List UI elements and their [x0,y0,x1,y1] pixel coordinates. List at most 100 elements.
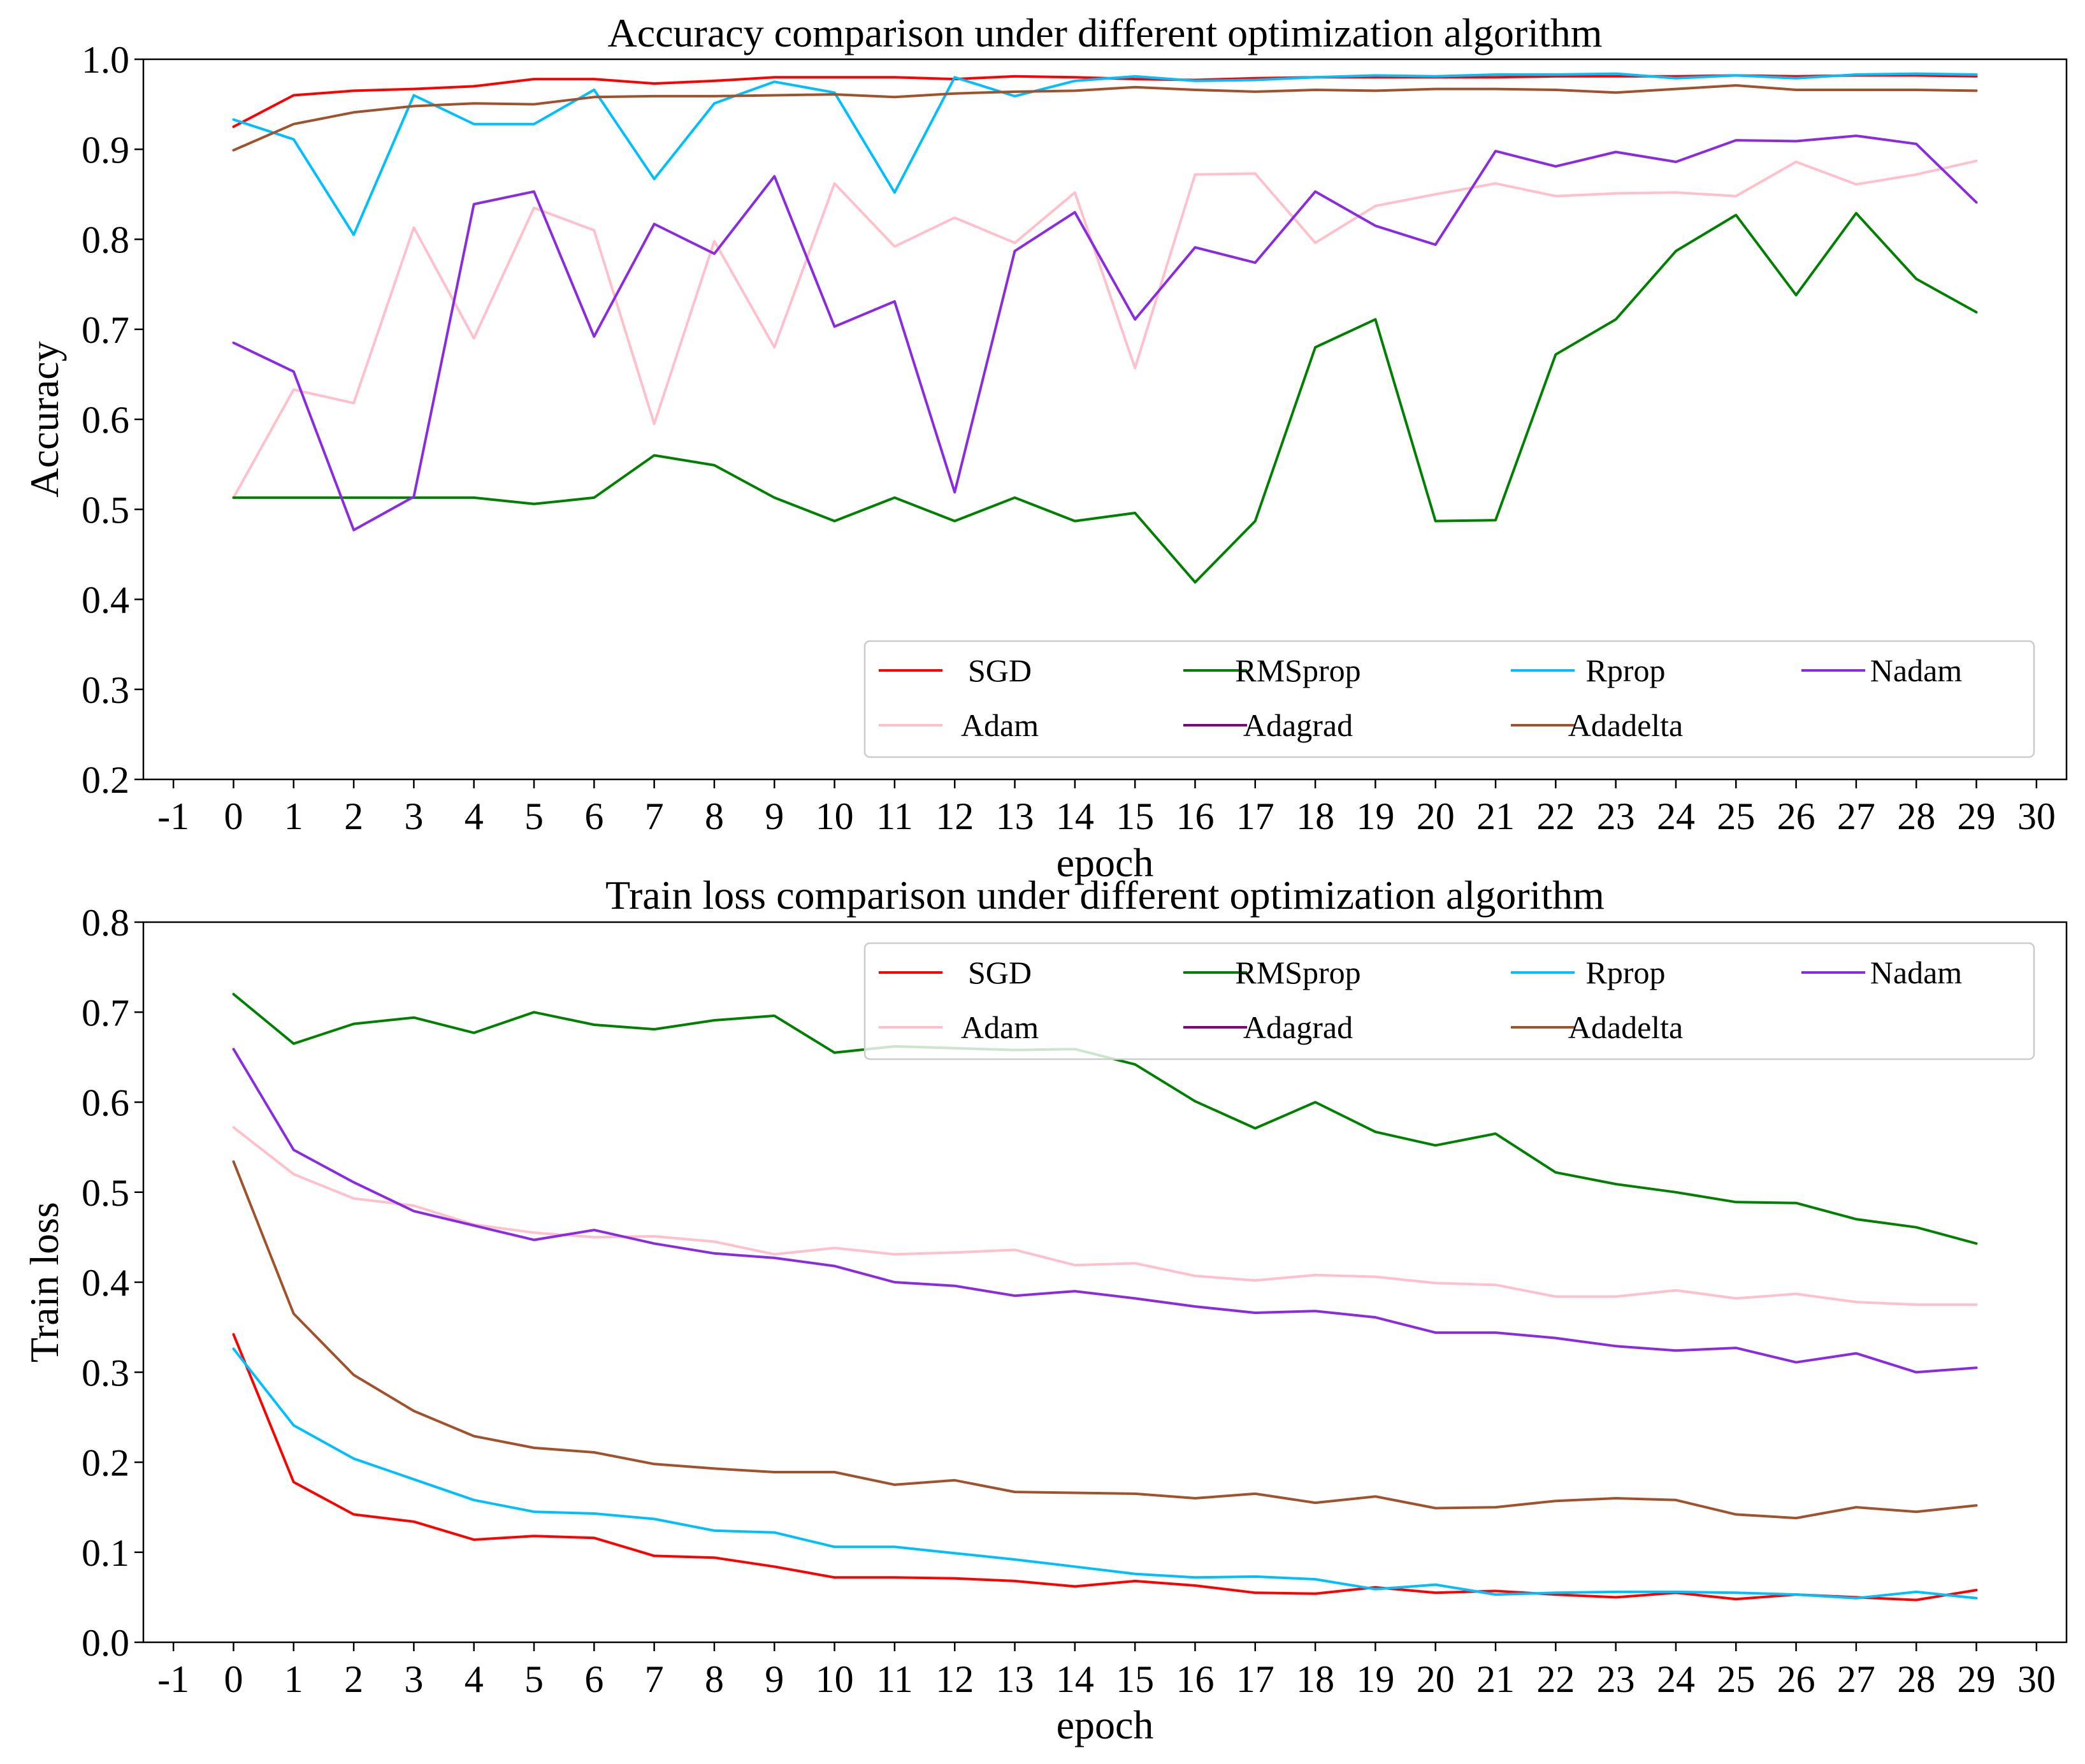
train-loss-axes-frame [142,921,2068,1644]
train-loss-legend-label-adadelta: Adadelta [1568,1009,1683,1045]
accuracy-x-tick-label: 19 [1356,795,1394,837]
train-loss-line-rprop [232,1347,1978,1600]
accuracy-x-tick-label: 9 [765,795,784,837]
accuracy-x-tick-label: 22 [1536,795,1575,837]
accuracy-legend-label-sgd: SGD [968,653,1032,688]
train-loss-x-tick-label: 0 [224,1658,243,1700]
accuracy-x-tick-label: 8 [705,795,724,837]
accuracy-x-tick-label: 24 [1657,795,1695,837]
accuracy-x-axis-label: epoch [1057,840,1154,885]
train-loss-lines [232,993,1978,1601]
train-loss-x-tick-label: 27 [1837,1658,1875,1700]
accuracy-legend-label-adam: Adam [961,707,1039,743]
train-loss-x-tick-label: 3 [404,1658,423,1700]
train-loss-x-tick-label: 13 [996,1658,1034,1700]
train-loss-y-tick-label: 0.7 [82,992,129,1034]
accuracy-x-tick-label: 16 [1176,795,1214,837]
accuracy-x-tick-label: 5 [524,795,544,837]
accuracy-legend-label-nadam: Nadam [1870,653,1962,688]
accuracy-lines [232,72,1978,584]
accuracy-line-nadam [232,134,1978,531]
accuracy-axes-frame [142,58,2068,781]
accuracy-x-tick-label: 15 [1116,795,1154,837]
accuracy-line-sgd [232,74,1978,128]
train-loss-x-tick-label: 29 [1958,1658,1996,1700]
train-loss-x-tick-label: 16 [1176,1658,1214,1700]
train-loss-y-tick-label: 0.1 [82,1532,129,1574]
train-loss-legend-label-rmsprop: RMSprop [1235,955,1360,990]
train-loss-x-tick-label: 30 [2017,1658,2056,1700]
accuracy-x-tick-label: 10 [816,795,854,837]
accuracy-line-adadelta [232,84,1978,152]
accuracy-y-tick-label: 1.0 [82,39,129,81]
accuracy-legend-label-adagrad: Adagrad [1243,707,1353,743]
train-loss-line-sgd [232,1333,1978,1601]
train-loss-y-tick-label: 0.3 [82,1352,129,1394]
accuracy-x-tick-label: 17 [1236,795,1274,837]
accuracy-x-tick-label: 27 [1837,795,1875,837]
accuracy-y-tick-label: 0.7 [82,309,129,351]
accuracy-legend: SGD Adam RMSprop Adagrad Rprop Adadelta Nadam [863,640,2035,758]
train-loss-x-tick-label: 10 [816,1658,854,1700]
train-loss-legend-label-adam: Adam [961,1009,1039,1045]
train-loss-x-tick-label: 14 [1056,1658,1094,1700]
accuracy-x-tick-label: 12 [935,795,974,837]
accuracy-legend-label-rmsprop: RMSprop [1235,653,1360,688]
accuracy-legend-label-rprop: Rprop [1586,653,1666,688]
accuracy-y-ticks: 0.2 0.3 0.4 0.5 0.6 0.7 0.8 0.9 1.0 [82,39,143,801]
train-loss-y-axis-label: Train loss [22,1202,67,1363]
train-loss-line-nadam [232,1048,1978,1374]
train-loss-x-tick-label: 24 [1657,1658,1695,1700]
train-loss-x-tick-label: 7 [645,1658,664,1700]
train-loss-legend-label-adagrad: Adagrad [1243,1009,1353,1045]
train-loss-y-tick-label: 0.5 [82,1172,129,1214]
accuracy-x-tick-label: 0 [224,795,243,837]
train-loss-x-tick-label: 2 [344,1658,363,1700]
train-loss-y-tick-label: 0.0 [82,1622,129,1664]
accuracy-x-tick-label: 26 [1777,795,1815,837]
train-loss-y-tick-label: 0.4 [82,1262,129,1304]
train-loss-x-tick-label: 17 [1236,1658,1274,1700]
train-loss-legend-label-rprop: Rprop [1586,955,1666,990]
accuracy-y-tick-label: 0.6 [82,399,129,441]
train-loss-x-tick-label: 18 [1296,1658,1334,1700]
accuracy-y-tick-label: 0.5 [82,489,129,531]
accuracy-x-tick-label: 23 [1597,795,1635,837]
train-loss-x-tick-label: 11 [876,1658,913,1700]
train-loss-x-tick-label: 19 [1356,1658,1394,1700]
train-loss-x-ticks: -1 0 1 2 3 4 5 6 7 8 9 10 11 12 13 14 15 16 17 18 19 20 21 22 23… [157,1642,2056,1700]
accuracy-x-tick-label: 14 [1056,795,1094,837]
accuracy-y-tick-label: 0.4 [82,579,129,621]
train-loss-x-axis-label: epoch [1057,1702,1154,1747]
train-loss-x-tick-label: 6 [584,1658,603,1700]
train-loss-x-tick-label: 22 [1536,1658,1575,1700]
accuracy-y-tick-label: 0.2 [82,759,129,801]
train-loss-panel: Train loss comparison under different op… [22,872,2068,1747]
accuracy-x-tick-label: 28 [1897,795,1935,837]
train-loss-line-adam [232,1126,1978,1306]
train-loss-y-ticks: 0.0 0.1 0.2 0.3 0.4 0.5 0.6 0.7 0.8 [82,902,143,1664]
accuracy-x-tick-label: 18 [1296,795,1334,837]
train-loss-x-tick-label: 9 [765,1658,784,1700]
accuracy-x-tick-label: 7 [645,795,664,837]
train-loss-x-tick-label: 4 [465,1658,484,1700]
accuracy-y-axis-label: Accuracy [22,341,67,497]
accuracy-x-tick-label: 1 [284,795,303,837]
accuracy-x-tick-label: 13 [996,795,1034,837]
accuracy-line-adam [232,159,1978,499]
accuracy-x-tick-label: -1 [157,795,189,837]
accuracy-panel: Accuracy comparison under different opti… [22,10,2068,885]
accuracy-line-rmsprop [232,212,1978,584]
train-loss-y-tick-label: 0.8 [82,902,129,944]
train-loss-legend-box [863,942,2035,1060]
train-loss-x-tick-label: 1 [284,1658,303,1700]
accuracy-x-tick-label: 3 [404,795,423,837]
accuracy-x-tick-label: 6 [584,795,603,837]
train-loss-x-tick-label: 26 [1777,1658,1815,1700]
accuracy-x-tick-label: 25 [1717,795,1755,837]
train-loss-line-adadelta [232,1160,1978,1520]
train-loss-y-tick-label: 0.2 [82,1442,129,1484]
accuracy-x-ticks: -1 0 1 2 3 4 5 6 7 8 9 10 11 12 13 14 15 16 17 18 19 20 21 22 23… [157,779,2056,837]
accuracy-title: Accuracy comparison under different opti… [608,10,1603,55]
